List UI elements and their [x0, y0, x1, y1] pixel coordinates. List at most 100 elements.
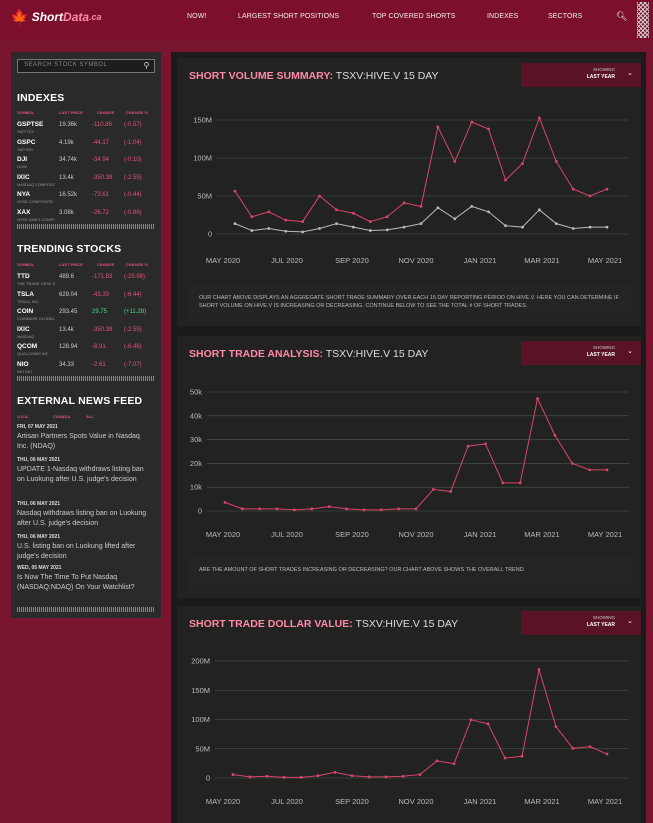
- stock-change: -44.17: [92, 139, 110, 146]
- series-line: [224, 396, 607, 511]
- stock-change: -8.91: [92, 344, 106, 350]
- stock-symbol[interactable]: NYA: [17, 191, 31, 198]
- data-point: [282, 776, 286, 779]
- news-item[interactable]: WED, 05 MAY 2021 Is Now The Time To Put N…: [17, 565, 153, 592]
- stock-change-pct: (-2.55): [124, 326, 142, 333]
- search-icon[interactable]: 🔍︎: [616, 11, 628, 21]
- stock-name: DOW: [17, 164, 27, 169]
- data-point: [368, 229, 372, 232]
- range-dropdown[interactable]: SHOWING LAST YEAR ⌄: [521, 63, 641, 87]
- data-point: [385, 228, 389, 232]
- stock-symbol[interactable]: TTD: [17, 273, 30, 280]
- news-title[interactable]: Is Now The Time To Put Nasdaq (NASDAQ:ND…: [17, 574, 135, 591]
- data-point: [518, 481, 522, 485]
- news-item[interactable]: THU, 06 MAY 2021 Nasdaq withdraws listing…: [17, 501, 153, 528]
- stock-row[interactable]: COIN COINBASE GLOBAL 293.45 29.75 (+11.28): [17, 307, 157, 324]
- news-title[interactable]: U.S. listing ban on Luokung lifted after…: [17, 543, 136, 560]
- stock-symbol[interactable]: XAX: [17, 208, 31, 216]
- panel-title-rest: TSXV:HIVE.V 15 DAY: [322, 348, 429, 360]
- panel-title-rest: TSXV:HIVE.V 15 DAY: [352, 618, 459, 630]
- data-point: [284, 229, 288, 233]
- x-tick-label: JUL 2020: [271, 797, 303, 806]
- stock-symbol[interactable]: TSLA: [17, 290, 34, 298]
- data-point: [301, 220, 305, 223]
- stock-symbol[interactable]: QCOM: [17, 343, 38, 350]
- news-item[interactable]: THU, 06 MAY 2021 U.S. listing ban on Luok…: [17, 534, 153, 561]
- stock-change-pct: (-6.46): [124, 344, 142, 350]
- stock-row[interactable]: DJI DOW 34.74k -34.94 (-0.10): [17, 155, 157, 172]
- data-point: [233, 189, 237, 193]
- stock-row[interactable]: TSLA TESLA, INC. 629.04 -43.33 (-6.44): [17, 290, 157, 307]
- data-point: [368, 220, 372, 223]
- stock-price: 16.52k: [59, 192, 78, 198]
- y-tick-label: 200M: [191, 657, 210, 666]
- data-point: [605, 225, 609, 229]
- data-point: [436, 206, 440, 210]
- news-item[interactable]: FRI, 07 MAY 2021 Artisan Partners Spots V…: [17, 424, 153, 451]
- y-tick-label: 100M: [191, 715, 210, 724]
- data-point: [418, 773, 422, 776]
- panel-title-rest: TSXV:HIVE.V 15 DAY: [333, 70, 439, 82]
- data-point: [299, 776, 303, 779]
- nav-top-covered-shorts[interactable]: TOP COVERED SHORTS: [372, 13, 456, 20]
- search-icon[interactable]: ⚲: [143, 61, 150, 70]
- range-dropdown[interactable]: SHOWING LAST YEAR ⌄: [521, 341, 641, 365]
- data-point: [258, 507, 262, 511]
- x-tick-label: JUL 2020: [271, 256, 303, 265]
- stock-change: -26.72: [92, 209, 110, 216]
- y-tick-label: 100M: [193, 154, 212, 163]
- stock-row[interactable]: GSPC S&P 500 4.19k -44.17 (-1.04): [17, 138, 157, 155]
- stock-symbol[interactable]: DJI: [17, 156, 28, 163]
- stock-row[interactable]: NYA NYSE COMPOSITE 16.52k -73.61 (-0.44): [17, 190, 157, 207]
- news-title[interactable]: Nasdaq withdraws listing ban on Luokung …: [17, 510, 147, 527]
- stock-symbol[interactable]: GSPTSE: [17, 121, 44, 128]
- stock-row[interactable]: GSPTSE S&P/TSX 19.36k -110.86 (-0.57): [17, 120, 157, 137]
- data-point: [362, 508, 366, 512]
- stock-name: COINBASE GLOBAL: [17, 316, 55, 321]
- data-point: [318, 227, 321, 230]
- data-point: [452, 762, 456, 766]
- stock-row[interactable]: IXIC NASDAQ COMPOSITE 13.4k -350.38 (-2.55): [17, 173, 157, 190]
- site-logo[interactable]: 🍁 Short Data .ca: [10, 8, 102, 26]
- stock-symbol[interactable]: NIO: [17, 360, 29, 368]
- stock-symbol[interactable]: COIN: [17, 308, 34, 315]
- menu-toggle[interactable]: [637, 2, 649, 38]
- stock-search-input[interactable]: SEARCH STOCK SYMBOL ⚲: [17, 59, 155, 73]
- news-tab-usa[interactable]: U.S.A.: [17, 414, 29, 419]
- x-tick-label: NOV 2020: [398, 797, 433, 806]
- nav-largest-short-positions[interactable]: LARGEST SHORT POSITIONS: [238, 13, 340, 20]
- news-tab-canada[interactable]: CANADA: [53, 414, 71, 419]
- stock-price: 128.94: [59, 344, 78, 350]
- nav-sectors[interactable]: SECTORS: [548, 13, 583, 20]
- news-tab-all[interactable]: ALL: [86, 414, 94, 419]
- stock-row[interactable]: QCOM QUALCOMM INC 128.94 -8.91 (-6.46): [17, 342, 157, 359]
- data-point: [240, 507, 244, 511]
- data-point: [223, 500, 227, 504]
- x-tick-label: JAN 2021: [464, 797, 497, 806]
- stock-symbol[interactable]: IXIC: [17, 325, 30, 333]
- data-point: [487, 127, 491, 131]
- series-line: [234, 205, 607, 233]
- nav-indexes[interactable]: INDEXES: [487, 13, 519, 20]
- data-point: [553, 433, 557, 437]
- stock-change-pct: (-0.10): [124, 157, 142, 163]
- nav-now[interactable]: NOW!: [187, 13, 207, 20]
- chevron-down-icon: ⌄: [627, 70, 633, 77]
- range-dropdown[interactable]: SHOWING LAST YEAR ⌄: [521, 611, 641, 635]
- news-item[interactable]: THU, 06 MAY 2021 UPDATE 1-Nasdaq withdraw…: [17, 457, 153, 484]
- stock-symbol[interactable]: GSPC: [17, 138, 36, 146]
- news-title[interactable]: Artisan Partners Spots Value in Nasdaq I…: [17, 433, 140, 450]
- data-point: [504, 224, 507, 228]
- stock-row[interactable]: NIO NIO INC. 34.33 -2.61 (-7.07): [17, 360, 157, 377]
- data-point: [536, 397, 539, 400]
- data-point: [570, 462, 574, 465]
- data-point: [470, 204, 474, 208]
- y-tick-label: 50M: [197, 192, 212, 201]
- news-title[interactable]: UPDATE 1-Nasdaq withdraws listing ban on…: [17, 466, 144, 483]
- stock-row[interactable]: IXIC NASDAQ 13.4k -350.38 (-2.55): [17, 325, 157, 342]
- x-tick-label: MAY 2020: [206, 797, 240, 806]
- x-tick-label: MAY 2020: [206, 530, 240, 539]
- stock-symbol[interactable]: IXIC: [17, 173, 30, 181]
